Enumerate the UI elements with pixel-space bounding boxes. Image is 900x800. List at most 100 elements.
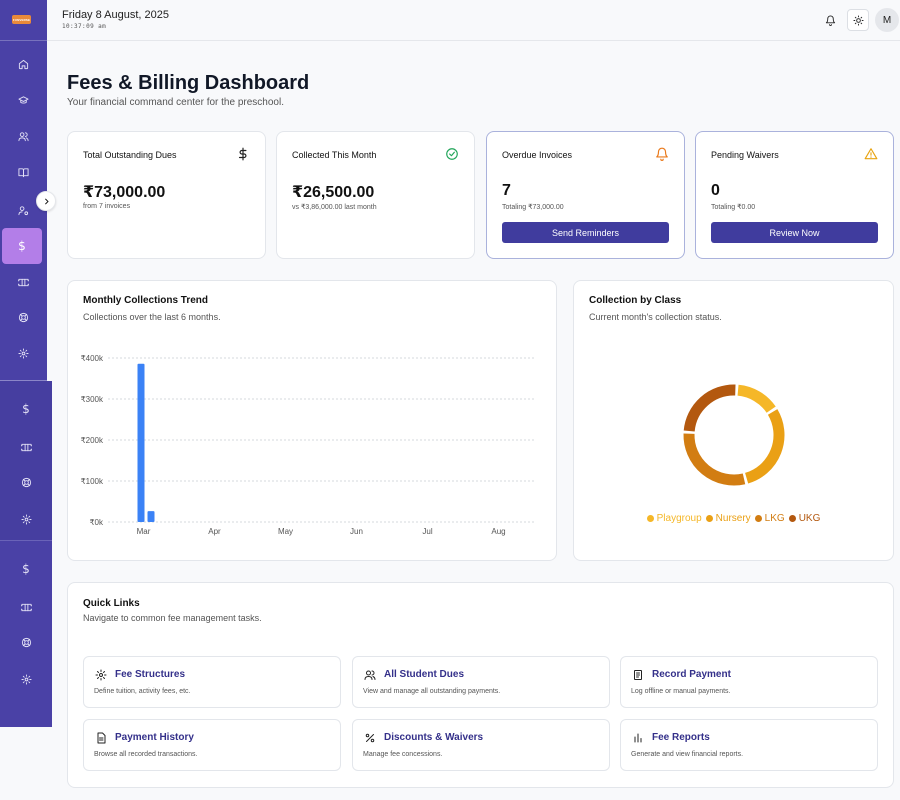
legend-label: UKG bbox=[798, 513, 821, 524]
sidebar-item-support[interactable] bbox=[0, 305, 47, 329]
donut-slice-nursery[interactable] bbox=[744, 409, 785, 484]
legend-item-playgroup[interactable]: Playgroup bbox=[646, 513, 702, 524]
sidebar-item-fees-3[interactable]: $ bbox=[0, 557, 52, 581]
quick-link-discounts-waivers[interactable]: Discounts & Waivers Manage fee concessio… bbox=[352, 719, 610, 771]
donut-slice-ukg[interactable] bbox=[683, 384, 736, 432]
life-buoy-icon bbox=[21, 477, 31, 487]
notifications-button[interactable] bbox=[819, 9, 841, 31]
stat-title: Total Outstanding Dues bbox=[83, 150, 177, 160]
stat-value: ₹26,500.00 bbox=[292, 184, 375, 201]
bar-pending-mar[interactable] bbox=[147, 511, 155, 522]
ticket-icon bbox=[20, 443, 32, 451]
life-buoy-icon bbox=[18, 312, 29, 322]
chart-subtitle: Collections over the last 6 months. bbox=[83, 312, 221, 322]
legend-swatch bbox=[705, 515, 713, 522]
app-logo[interactable]: FUNVERSE bbox=[12, 15, 31, 24]
donut-chart bbox=[683, 384, 785, 486]
quick-link-fee-reports[interactable]: Fee Reports Generate and view financial … bbox=[620, 719, 878, 771]
sidebar-item-home[interactable] bbox=[0, 52, 47, 76]
quick-link-title: Fee Structures bbox=[115, 669, 186, 680]
sidebar-item-fees-2[interactable]: $ bbox=[0, 397, 52, 421]
sidebar-item-settings-3[interactable] bbox=[0, 667, 52, 691]
section-subtitle: Navigate to common fee management tasks. bbox=[83, 613, 262, 623]
quick-link-title: Payment History bbox=[115, 732, 194, 743]
legend-label: Playgroup bbox=[656, 513, 702, 524]
sidebar-item-tickets[interactable] bbox=[0, 270, 47, 294]
donut-slice-playgroup[interactable] bbox=[737, 384, 776, 413]
x-tick-label: Aug bbox=[491, 527, 505, 536]
logo-text: FUNVERSE bbox=[12, 17, 31, 22]
bar-collected-mar[interactable] bbox=[137, 363, 145, 522]
review-now-button[interactable]: Review Now bbox=[711, 222, 878, 243]
send-reminders-button[interactable]: Send Reminders bbox=[502, 222, 669, 243]
sidebar-item-support-2[interactable] bbox=[0, 470, 52, 494]
x-tick-label: Jun bbox=[350, 527, 363, 536]
quick-link-title: Fee Reports bbox=[652, 732, 710, 743]
y-tick-label: ₹200k bbox=[81, 436, 104, 445]
ticket-icon bbox=[18, 278, 29, 286]
stat-card-waivers: Pending Waivers 0 Totaling ₹0.00 Review … bbox=[695, 131, 894, 259]
y-tick-label: ₹300k bbox=[81, 395, 104, 404]
quick-link-student-dues[interactable]: All Student Dues View and manage all out… bbox=[352, 656, 610, 708]
sidebar-item-fees[interactable]: $ bbox=[2, 228, 42, 264]
quick-link-title: Record Payment bbox=[652, 669, 731, 680]
bell-icon bbox=[654, 146, 670, 162]
header-time: 10:37:09 am bbox=[62, 23, 107, 30]
stat-subtext: Totaling ₹0.00 bbox=[711, 204, 756, 211]
sidebar-item-students[interactable] bbox=[0, 124, 47, 148]
book-icon bbox=[18, 167, 29, 177]
dollar-icon bbox=[235, 146, 251, 162]
y-tick-label: ₹100k bbox=[81, 477, 104, 486]
stat-title: Pending Waivers bbox=[711, 150, 779, 160]
quick-link-title: Discounts & Waivers bbox=[384, 732, 484, 743]
quick-link-payment-history[interactable]: Payment History Browse all recorded tran… bbox=[83, 719, 341, 771]
sidebar-divider bbox=[0, 40, 47, 41]
quick-link-desc: Log offline or manual payments. bbox=[631, 688, 731, 695]
settings-icon bbox=[20, 673, 32, 685]
chevron-right-icon bbox=[44, 198, 49, 204]
stat-subtext: vs ₹3,86,000.00 last month bbox=[292, 204, 377, 211]
stat-value: ₹73,000.00 bbox=[83, 184, 166, 201]
monthly-collections-card: Monthly Collections Trend Collections ov… bbox=[67, 280, 557, 561]
stat-value: 7 bbox=[502, 182, 511, 199]
page-title: Fees & Billing Dashboard bbox=[67, 72, 310, 94]
sidebar-item-staff[interactable] bbox=[0, 198, 47, 222]
sidebar-item-curriculum[interactable] bbox=[0, 160, 47, 184]
sidebar-item-classes[interactable] bbox=[0, 88, 47, 112]
quick-link-record-payment[interactable]: Record Payment Log offline or manual pay… bbox=[620, 656, 878, 708]
bell-icon bbox=[825, 15, 835, 26]
x-tick-label: Apr bbox=[208, 527, 221, 536]
section-title: Quick Links bbox=[83, 598, 140, 609]
theme-toggle-button[interactable] bbox=[847, 9, 869, 31]
quick-link-desc: View and manage all outstanding payments… bbox=[363, 688, 501, 695]
gear-icon bbox=[94, 668, 107, 681]
receipt-icon bbox=[631, 668, 644, 681]
stat-title: Overdue Invoices bbox=[502, 150, 573, 160]
legend-item-ukg[interactable]: UKG bbox=[788, 513, 821, 524]
chart-title: Monthly Collections Trend bbox=[83, 295, 209, 306]
dollar-icon: $ bbox=[22, 562, 30, 576]
sidebar-submenu-2: $ bbox=[0, 540, 52, 727]
bar-chart: ₹0k ₹100k ₹200k ₹300k ₹400k Mar Apr May Jun Jul Au… bbox=[81, 354, 534, 536]
donut-slice-lkg[interactable] bbox=[683, 433, 746, 486]
users-icon bbox=[363, 668, 376, 681]
header-date: Friday 8 August, 2025 bbox=[62, 9, 170, 21]
sidebar-item-tickets-2[interactable] bbox=[0, 435, 52, 459]
users-icon bbox=[18, 131, 29, 141]
legend-label: LKG bbox=[764, 513, 785, 524]
sun-icon bbox=[852, 14, 864, 26]
legend-label: Nursery bbox=[715, 513, 751, 524]
sidebar-item-settings[interactable] bbox=[0, 341, 47, 365]
user-avatar[interactable]: M bbox=[875, 8, 899, 32]
legend-item-nursery[interactable]: Nursery bbox=[705, 513, 751, 524]
sidebar-toggle-button[interactable] bbox=[36, 191, 56, 211]
legend-item-lkg[interactable]: LKG bbox=[754, 513, 785, 524]
sidebar-item-tickets-3[interactable] bbox=[0, 595, 52, 619]
sidebar-item-settings-2[interactable] bbox=[0, 507, 52, 531]
chart-subtitle: Current month's collection status. bbox=[589, 312, 722, 322]
settings-icon bbox=[18, 347, 29, 359]
sidebar-item-support-3[interactable] bbox=[0, 630, 52, 654]
collection-by-class-card: Collection by Class Current month's coll… bbox=[573, 280, 894, 561]
quick-link-fee-structures[interactable]: Fee Structures Define tuition, activity … bbox=[83, 656, 341, 708]
stat-card-collected: Collected This Month ₹26,500.00 vs ₹3,86… bbox=[276, 131, 475, 259]
